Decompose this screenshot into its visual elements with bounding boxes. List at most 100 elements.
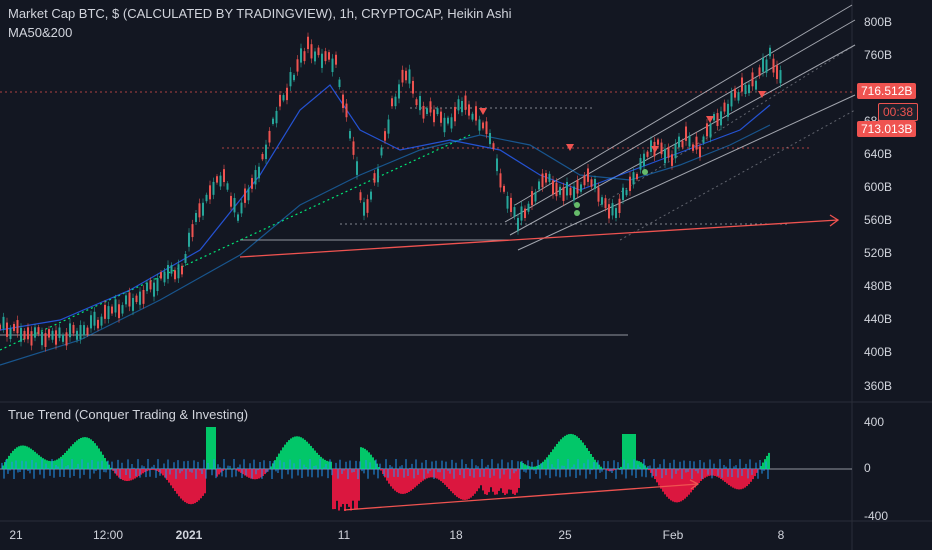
oscillator-bar xyxy=(576,436,578,469)
oscillator-bar xyxy=(696,469,698,486)
oscillator-bar xyxy=(132,469,134,480)
chart-title: Market Cap BTC, $ (CALCULATED BY TRADING… xyxy=(8,6,512,21)
oscillator-bar xyxy=(166,469,168,480)
candle-body xyxy=(485,121,488,135)
candle-body xyxy=(76,330,78,340)
candle-body xyxy=(100,316,103,326)
oscillator-bar xyxy=(244,469,246,476)
oscillator-bar xyxy=(308,443,310,469)
candle-body xyxy=(0,324,1,330)
candle-body xyxy=(366,199,369,213)
oscillator-bar xyxy=(482,469,484,491)
candle-body xyxy=(335,54,337,65)
oscillator-bar xyxy=(122,469,124,481)
candle-body xyxy=(230,195,232,207)
oscillator-bar xyxy=(342,469,344,505)
oscillator-bar xyxy=(626,434,628,469)
oscillator-bar xyxy=(30,448,32,469)
candle-body xyxy=(209,185,211,200)
candle-body xyxy=(219,175,222,187)
candle-body xyxy=(695,136,698,150)
candle-body xyxy=(552,180,554,195)
oscillator-bar xyxy=(430,469,432,478)
oscillator-bar xyxy=(426,469,428,479)
candle-body xyxy=(730,92,733,107)
oscillator-bar xyxy=(350,469,352,511)
oscillator-bar xyxy=(520,461,522,469)
candle-body xyxy=(265,144,267,160)
oscillator-bar xyxy=(236,469,238,471)
candle-body xyxy=(489,132,491,145)
oscillator-bar xyxy=(82,437,84,469)
candle-body xyxy=(156,278,159,292)
time-tick-label: 25 xyxy=(558,528,572,542)
oscillator-bar xyxy=(44,459,46,469)
oscillator-bar xyxy=(154,469,156,471)
oscillator-bar xyxy=(6,458,8,469)
oscillator-bar xyxy=(266,469,268,472)
oscillator-bar xyxy=(636,460,638,469)
candle-body xyxy=(748,84,750,94)
oscillator-bar xyxy=(566,434,568,469)
buy-marker xyxy=(642,169,648,175)
oscillator-bar xyxy=(98,448,100,469)
oscillator-bar xyxy=(586,448,588,469)
oscillator-tick-label: 0 xyxy=(864,461,871,475)
oscillator-bar xyxy=(432,469,434,478)
candle-body xyxy=(702,136,705,143)
oscillator-bar xyxy=(642,463,644,469)
candle-body xyxy=(30,331,33,346)
candle-body xyxy=(114,299,117,313)
candle-body xyxy=(765,59,768,73)
candle-body xyxy=(226,183,229,190)
oscillator-bar xyxy=(164,469,166,478)
oscillator-bar xyxy=(142,469,144,474)
oscillator-bar xyxy=(500,469,502,489)
oscillator-bar xyxy=(394,469,396,491)
oscillator-bar xyxy=(490,469,492,488)
oscillator-bar xyxy=(546,457,548,469)
oscillator-bar xyxy=(50,461,52,469)
oscillator-bar xyxy=(396,469,398,493)
oscillator-bar xyxy=(304,439,306,469)
candle-body xyxy=(216,176,218,183)
oscillator-bar xyxy=(8,455,10,469)
oscillator-bar xyxy=(26,446,28,469)
oscillator-bar xyxy=(568,434,570,469)
oscillator-bar xyxy=(254,469,256,480)
oscillator-bar xyxy=(72,444,74,469)
oscillator-bar xyxy=(700,469,702,481)
candle-body xyxy=(457,99,460,111)
oscillator-bar xyxy=(668,469,670,499)
candle-body xyxy=(48,329,50,338)
candle-body xyxy=(685,126,687,141)
candle-body xyxy=(405,70,407,81)
candle-body xyxy=(125,295,127,305)
candle-body xyxy=(251,178,253,189)
oscillator-title[interactable]: True Trend (Conquer Trading & Investing) xyxy=(8,407,249,422)
oscillator-bar xyxy=(652,469,654,476)
candle-body xyxy=(527,203,530,212)
oscillator-bar xyxy=(524,464,526,469)
candle-body xyxy=(762,57,764,72)
oscillator-bar xyxy=(36,453,38,469)
oscillator-bar xyxy=(504,469,506,495)
candle-body xyxy=(639,158,642,170)
indicator-label[interactable]: MA50&200 xyxy=(8,25,73,40)
candle-body xyxy=(34,327,36,338)
oscillator-bar xyxy=(282,447,284,469)
oscillator-bar xyxy=(538,464,540,469)
candle-body xyxy=(163,271,166,283)
oscillator-bar xyxy=(644,465,646,469)
candle-body xyxy=(244,188,246,203)
oscillator-bar xyxy=(16,447,18,469)
oscillator-bar xyxy=(436,469,438,479)
candle-body xyxy=(503,185,505,192)
candle-body xyxy=(293,74,295,81)
candle-body xyxy=(776,65,778,80)
oscillator-bar xyxy=(442,469,444,483)
oscillator-bar xyxy=(410,469,412,491)
oscillator-bar xyxy=(462,469,464,500)
